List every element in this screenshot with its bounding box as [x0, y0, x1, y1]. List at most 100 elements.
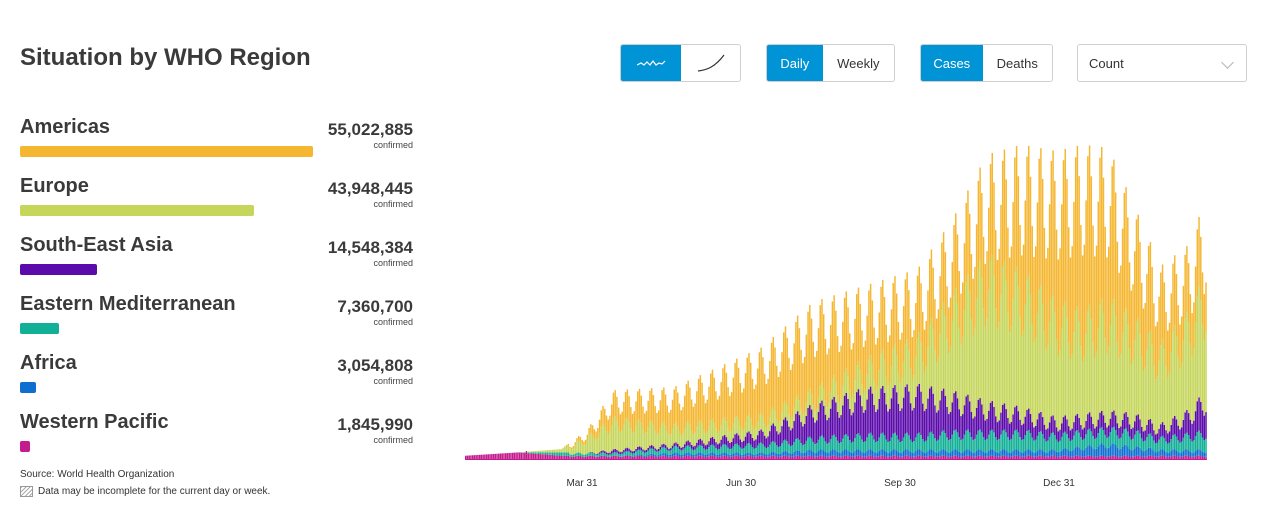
bar-segment[interactable]: [1153, 440, 1155, 452]
bar-segment[interactable]: [630, 452, 632, 456]
bar-segment[interactable]: [626, 454, 629, 456]
bar-segment[interactable]: [1090, 456, 1093, 459]
bar-segment[interactable]: [791, 416, 794, 429]
bar-segment[interactable]: [631, 451, 634, 454]
bar-segment[interactable]: [1200, 236, 1202, 301]
bar-segment[interactable]: [1203, 415, 1205, 441]
bar-segment[interactable]: [664, 456, 667, 459]
bar-segment[interactable]: [650, 388, 653, 421]
bar-segment[interactable]: [696, 442, 698, 448]
bar-segment[interactable]: [1205, 456, 1207, 459]
bar-segment[interactable]: [1080, 456, 1082, 459]
bar-segment[interactable]: [765, 438, 768, 448]
bar-segment[interactable]: [1012, 414, 1014, 435]
bar-segment[interactable]: [1134, 448, 1136, 457]
bar-segment[interactable]: [739, 383, 742, 427]
bar-segment[interactable]: [944, 433, 947, 451]
bar-segment[interactable]: [619, 414, 622, 432]
bar-segment[interactable]: [1061, 450, 1063, 457]
bar-segment[interactable]: [1161, 422, 1164, 436]
bar-segment[interactable]: [1028, 449, 1030, 456]
bar-segment[interactable]: [802, 415, 804, 427]
bar-segment[interactable]: [949, 297, 952, 347]
bar-segment[interactable]: [788, 452, 790, 457]
bar-segment[interactable]: [643, 456, 646, 459]
bar-segment[interactable]: [864, 441, 867, 453]
bar-segment[interactable]: [1154, 452, 1157, 457]
bar-segment[interactable]: [555, 455, 557, 459]
bar-segment[interactable]: [829, 450, 832, 457]
bar-segment[interactable]: [572, 454, 575, 457]
bar-segment[interactable]: [915, 302, 917, 358]
bar-segment[interactable]: [701, 440, 703, 447]
bar-segment[interactable]: [920, 456, 922, 459]
bar-segment[interactable]: [1142, 308, 1145, 372]
bar-segment[interactable]: [1165, 312, 1167, 367]
bar-segment[interactable]: [654, 454, 656, 457]
bar-segment[interactable]: [812, 405, 815, 418]
bar-segment[interactable]: [866, 315, 868, 375]
bar-segment[interactable]: [1067, 342, 1070, 427]
bar-segment[interactable]: [598, 453, 601, 457]
bar-segment[interactable]: [998, 420, 1000, 439]
bar-segment[interactable]: [604, 426, 606, 452]
bar-segment[interactable]: [1161, 339, 1164, 423]
bar-segment[interactable]: [1088, 145, 1091, 305]
bar-segment[interactable]: [909, 368, 912, 404]
bar-segment[interactable]: [955, 429, 957, 450]
bar-segment[interactable]: [1008, 332, 1011, 424]
bar-segment[interactable]: [536, 453, 538, 459]
bar-segment[interactable]: [963, 434, 966, 451]
bar-segment[interactable]: [968, 450, 971, 457]
bar-segment[interactable]: [737, 419, 740, 436]
bar-segment[interactable]: [1163, 450, 1166, 457]
bar-segment[interactable]: [942, 455, 945, 459]
bar-segment[interactable]: [895, 450, 898, 457]
bar-segment[interactable]: [678, 431, 681, 447]
bar-segment[interactable]: [673, 452, 675, 456]
bar-segment[interactable]: [986, 452, 988, 457]
bar-segment[interactable]: [960, 456, 962, 459]
bar-segment[interactable]: [861, 456, 863, 459]
bar-segment[interactable]: [694, 445, 696, 450]
bar-segment[interactable]: [765, 454, 768, 457]
bar-segment[interactable]: [1083, 449, 1086, 457]
bar-segment[interactable]: [1158, 428, 1160, 440]
bar-segment[interactable]: [965, 455, 967, 459]
bar-segment[interactable]: [974, 266, 976, 328]
bar-segment[interactable]: [680, 435, 682, 448]
bar-segment[interactable]: [892, 433, 894, 450]
bar-segment[interactable]: [1139, 456, 1141, 459]
bar-segment[interactable]: [637, 446, 639, 451]
bar-segment[interactable]: [722, 418, 724, 437]
bar-segment[interactable]: [1198, 397, 1200, 431]
bar-segment[interactable]: [920, 283, 922, 343]
bar-segment[interactable]: [882, 449, 884, 456]
bar-segment[interactable]: [579, 453, 582, 457]
bar-segment[interactable]: [661, 447, 663, 454]
bar-segment[interactable]: [678, 454, 681, 457]
bar-segment[interactable]: [647, 454, 649, 457]
bar-segment[interactable]: [1123, 455, 1126, 459]
bar-segment[interactable]: [932, 450, 934, 457]
bar-segment[interactable]: [725, 421, 728, 438]
bar-segment[interactable]: [652, 446, 655, 450]
bar-segment[interactable]: [993, 407, 995, 433]
bar-segment[interactable]: [996, 456, 999, 459]
bar-segment[interactable]: [1029, 433, 1032, 451]
bar-segment[interactable]: [772, 336, 775, 408]
bar-segment[interactable]: [911, 410, 914, 443]
bar-segment[interactable]: [602, 450, 604, 453]
bar-segment[interactable]: [995, 437, 997, 452]
bar-segment[interactable]: [1118, 449, 1120, 457]
bar-segment[interactable]: [666, 405, 669, 432]
bar-segment[interactable]: [1057, 431, 1060, 442]
bar-segment[interactable]: [922, 403, 924, 440]
bar-segment[interactable]: [704, 445, 707, 450]
bar-segment[interactable]: [996, 422, 999, 440]
bar-segment[interactable]: [1088, 304, 1091, 413]
bar-segment[interactable]: [1078, 432, 1080, 448]
bar-segment[interactable]: [1104, 434, 1106, 448]
bar-segment[interactable]: [1177, 456, 1179, 459]
bar-segment[interactable]: [1095, 437, 1098, 449]
